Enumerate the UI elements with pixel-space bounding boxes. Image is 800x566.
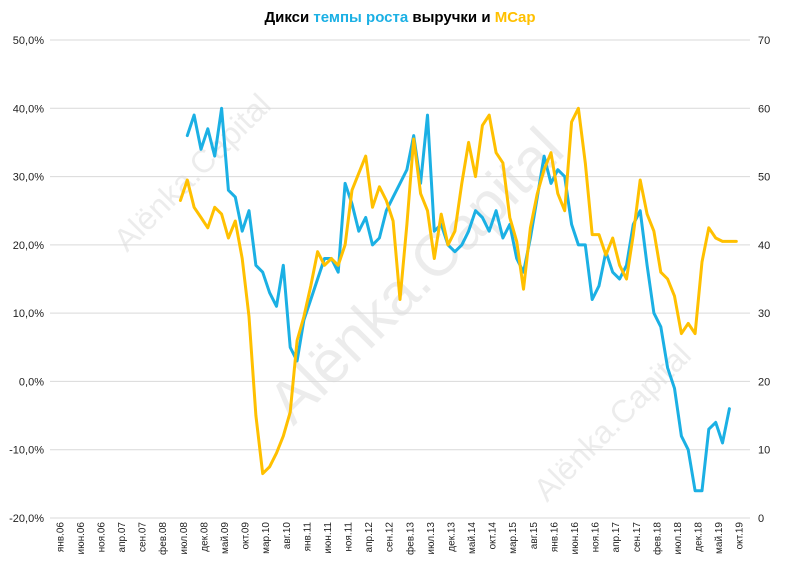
watermarks: Alёnka.CapitalAlёnka.CapitalAlёnka.Capit… xyxy=(107,87,698,508)
right-tick-label: 30 xyxy=(758,308,770,320)
x-tick-label: окт.19 xyxy=(735,522,746,550)
x-tick-label: апр.17 xyxy=(611,522,622,553)
x-tick-label: июн.06 xyxy=(76,522,87,555)
title-segment: Дикси xyxy=(264,9,313,26)
right-tick-label: 0 xyxy=(758,513,764,525)
x-axis: янв.06 июн.06 ноя.06 апр.07 сен.07 фев.08 июл.… xyxy=(55,522,745,555)
right-tick-label: 50 xyxy=(758,172,770,184)
x-tick-label: дек.08 xyxy=(199,522,210,552)
left-tick-label: 50,0% xyxy=(13,35,44,47)
right-tick-label: 10 xyxy=(758,445,770,457)
x-tick-label: окт.09 xyxy=(241,522,252,550)
left-tick-label: 40,0% xyxy=(13,103,44,115)
x-tick-label: дек.18 xyxy=(694,522,705,552)
x-tick-label: ноя.16 xyxy=(591,522,602,553)
left-tick-label: -10,0% xyxy=(9,445,44,457)
x-tick-label: июл.18 xyxy=(673,522,684,555)
x-tick-label: фев.13 xyxy=(404,522,416,555)
left-tick-label: 30,0% xyxy=(13,172,44,184)
chart-title: Дикси темпы роста выручки и MCap xyxy=(264,9,535,26)
left-axis: -20,0% -10,0% 0,0% 10,0% 20,0% 30,0% 40,0% 50,0… xyxy=(9,35,44,525)
x-tick-label: янв.11 xyxy=(302,522,313,552)
x-tick-label: май.19 xyxy=(714,522,725,554)
series-layer xyxy=(178,106,738,493)
series-line-mcap xyxy=(178,106,738,476)
x-tick-label: янв.06 xyxy=(55,522,66,553)
x-tick-label: ноя.11 xyxy=(344,522,355,552)
x-tick-label: июл.08 xyxy=(179,522,190,555)
x-tick-label: фев.08 xyxy=(157,522,169,555)
x-tick-label: май.09 xyxy=(220,522,231,554)
right-tick-label: 70 xyxy=(758,35,770,47)
x-tick-label: авг.10 xyxy=(282,522,293,550)
x-tick-label: мар.10 xyxy=(261,522,272,554)
x-tick-label: сен.07 xyxy=(138,522,149,552)
series-line-revenue-growth xyxy=(185,106,731,493)
right-tick-label: 60 xyxy=(758,103,770,115)
left-tick-label: 10,0% xyxy=(13,308,44,320)
title-segment: выручки и xyxy=(408,9,495,26)
x-tick-label: янв.16 xyxy=(549,522,560,553)
x-tick-label: авг.15 xyxy=(529,522,540,550)
title-segment: темпы роста xyxy=(313,9,408,26)
right-tick-label: 20 xyxy=(758,376,770,388)
left-tick-label: 20,0% xyxy=(13,240,44,252)
x-tick-label: сен.12 xyxy=(385,522,396,552)
x-tick-label: сен.17 xyxy=(632,522,643,552)
x-tick-label: ноя.06 xyxy=(96,522,107,553)
x-tick-label: июн.16 xyxy=(570,522,581,555)
x-tick-label: дек.13 xyxy=(446,522,457,552)
x-tick-label: апр.07 xyxy=(117,522,128,553)
x-tick-label: июл.13 xyxy=(426,522,437,555)
grid-lines xyxy=(50,39,750,519)
x-tick-label: фев.18 xyxy=(651,522,663,555)
x-tick-label: апр.12 xyxy=(364,522,375,553)
right-tick-label: 40 xyxy=(758,240,770,252)
watermark-text: Alёnka.Capital xyxy=(527,337,698,508)
x-tick-label: окт.14 xyxy=(488,522,499,550)
x-tick-label: мар.15 xyxy=(508,522,519,554)
x-tick-label: июн.11 xyxy=(323,522,334,554)
left-tick-label: -20,0% xyxy=(9,513,44,525)
left-tick-label: 0,0% xyxy=(19,376,44,388)
right-axis: 0 10 20 30 40 50 60 70 xyxy=(758,35,770,525)
x-tick-label: май.14 xyxy=(467,522,478,554)
title-segment: MCap xyxy=(495,9,536,26)
